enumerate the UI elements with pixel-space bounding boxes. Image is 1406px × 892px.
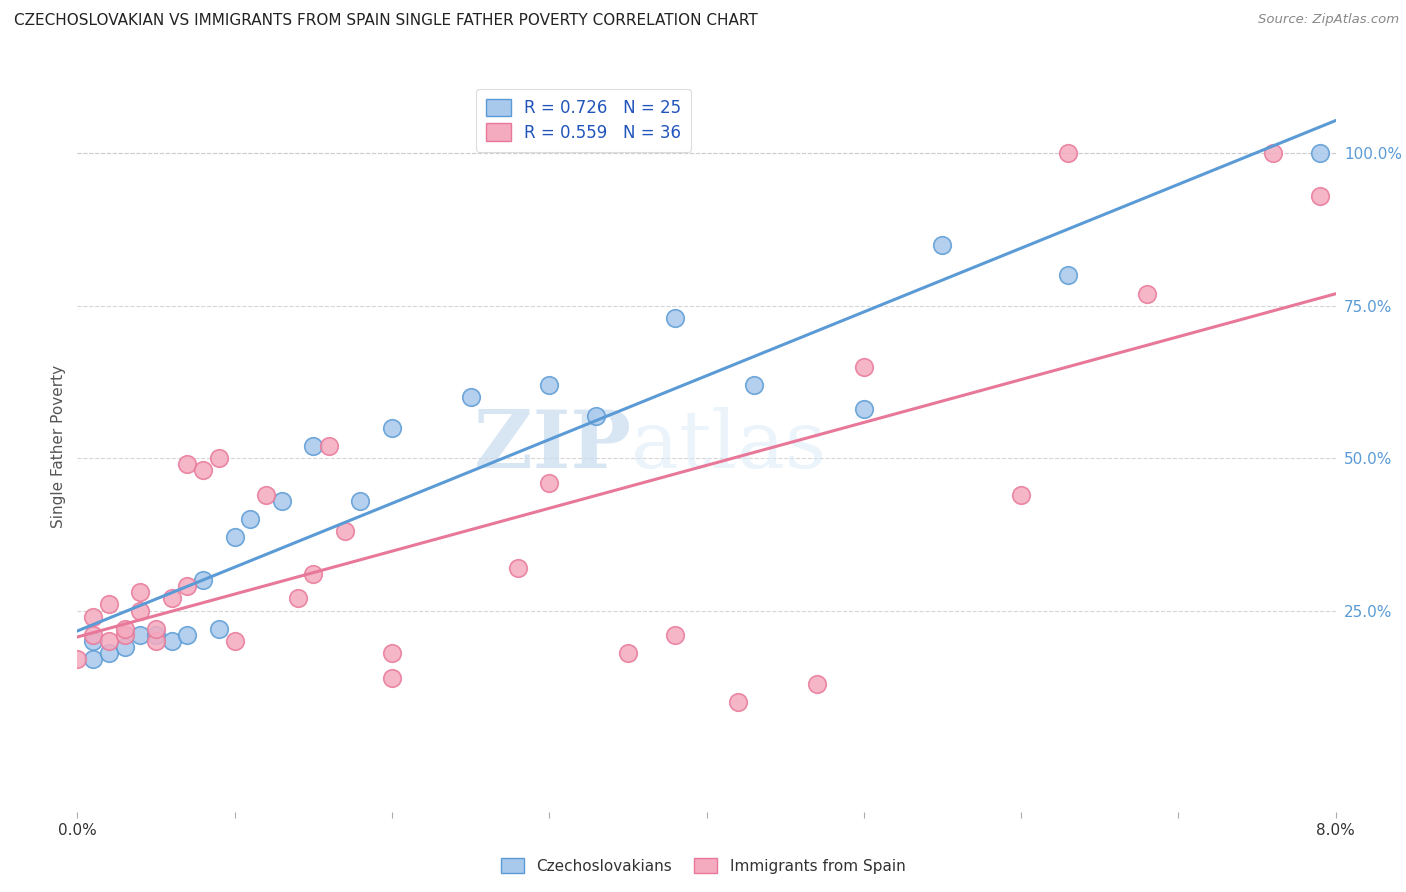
Point	[66, 652, 89, 666]
Point	[1057, 268, 1080, 283]
Point	[664, 311, 686, 326]
Point	[224, 530, 246, 544]
Text: CZECHOSLOVAKIAN VS IMMIGRANTS FROM SPAIN SINGLE FATHER POVERTY CORRELATION CHART: CZECHOSLOVAKIAN VS IMMIGRANTS FROM SPAIN…	[14, 13, 758, 29]
Point	[1136, 286, 1159, 301]
Point	[460, 390, 482, 404]
Point	[160, 634, 183, 648]
Point	[145, 634, 167, 648]
Point	[381, 646, 404, 660]
Point	[191, 573, 215, 587]
Point	[145, 628, 167, 642]
Point	[318, 439, 340, 453]
Point	[224, 634, 246, 648]
Point	[1309, 189, 1331, 203]
Y-axis label: Single Father Poverty: Single Father Poverty	[51, 365, 66, 527]
Point	[302, 567, 325, 582]
Point	[114, 628, 136, 642]
Point	[538, 475, 561, 490]
Point	[1010, 488, 1032, 502]
Point	[160, 591, 183, 606]
Point	[617, 646, 640, 660]
Point	[82, 609, 104, 624]
Point	[176, 628, 198, 642]
Point	[114, 640, 136, 655]
Point	[727, 695, 749, 709]
Point	[302, 439, 325, 453]
Point	[208, 451, 231, 466]
Point	[333, 524, 356, 539]
Point	[381, 421, 404, 435]
Point	[287, 591, 309, 606]
Legend: R = 0.726   N = 25, R = 0.559   N = 36: R = 0.726 N = 25, R = 0.559 N = 36	[475, 88, 692, 152]
Point	[1309, 146, 1331, 161]
Point	[82, 652, 104, 666]
Point	[208, 622, 231, 636]
Point	[1261, 146, 1284, 161]
Point	[585, 409, 607, 423]
Text: Source: ZipAtlas.com: Source: ZipAtlas.com	[1258, 13, 1399, 27]
Point	[254, 488, 277, 502]
Point	[97, 634, 120, 648]
Point	[270, 494, 292, 508]
Point	[852, 402, 875, 417]
Text: atlas: atlas	[631, 407, 827, 485]
Point	[664, 628, 686, 642]
Point	[239, 512, 262, 526]
Point	[1057, 146, 1080, 161]
Point	[852, 359, 875, 374]
Text: ZIP: ZIP	[474, 407, 631, 485]
Point	[381, 671, 404, 685]
Point	[506, 561, 529, 575]
Point	[145, 622, 167, 636]
Point	[82, 634, 104, 648]
Point	[806, 676, 828, 690]
Point	[129, 585, 152, 599]
Point	[742, 378, 765, 392]
Point	[114, 622, 136, 636]
Point	[176, 579, 198, 593]
Point	[129, 628, 152, 642]
Point	[129, 604, 152, 618]
Legend: Czechoslovakians, Immigrants from Spain: Czechoslovakians, Immigrants from Spain	[495, 852, 911, 880]
Point	[97, 598, 120, 612]
Point	[538, 378, 561, 392]
Point	[176, 458, 198, 472]
Point	[931, 238, 953, 252]
Point	[82, 628, 104, 642]
Point	[349, 494, 371, 508]
Point	[191, 463, 215, 477]
Point	[97, 646, 120, 660]
